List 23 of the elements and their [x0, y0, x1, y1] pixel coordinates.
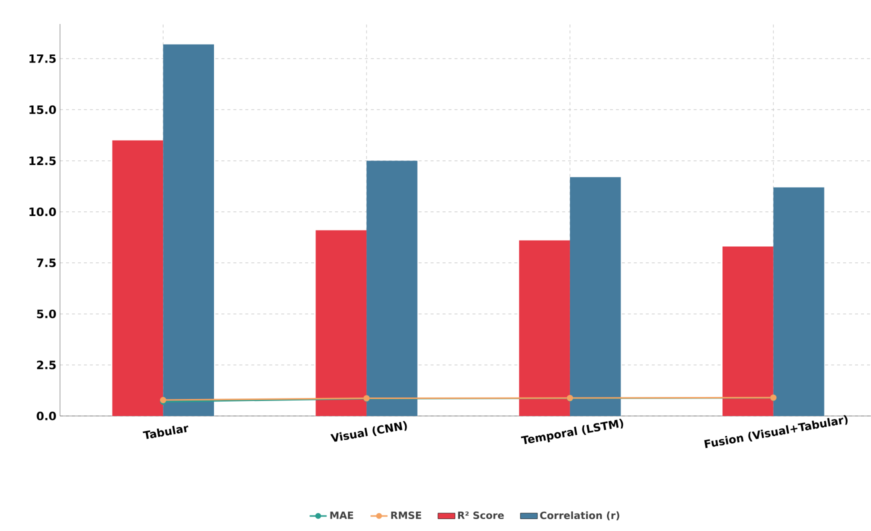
bar — [112, 140, 164, 416]
y-tick-label: 12.5 — [30, 156, 56, 166]
bar — [773, 187, 824, 416]
bar — [163, 44, 214, 416]
legend-label: RMSE — [391, 511, 422, 520]
y-tick-label: 15.0 — [30, 105, 56, 114]
bar — [316, 230, 367, 416]
bar — [722, 246, 774, 416]
x-tick-label: Visual (CNN) — [330, 421, 407, 442]
y-tick-label: 7.5 — [36, 258, 56, 268]
y-tick-label: 5.0 — [37, 310, 56, 318]
legend-label: Correlation (r) — [540, 511, 620, 520]
y-tick-label: 17.5 — [30, 54, 56, 63]
y-tick-label: 0.0 — [36, 412, 56, 420]
x-tick-label: Temporal (LSTM) — [520, 418, 624, 444]
bar — [519, 240, 570, 416]
legend-label: MAE — [330, 512, 354, 519]
y-tick-label: 10.0 — [30, 207, 56, 216]
legend-label: R² Score — [458, 511, 504, 520]
y-tick-label: 2.5 — [37, 360, 56, 370]
bar — [570, 177, 621, 416]
x-tick-label: Tabular — [142, 426, 188, 440]
bar — [366, 160, 418, 416]
